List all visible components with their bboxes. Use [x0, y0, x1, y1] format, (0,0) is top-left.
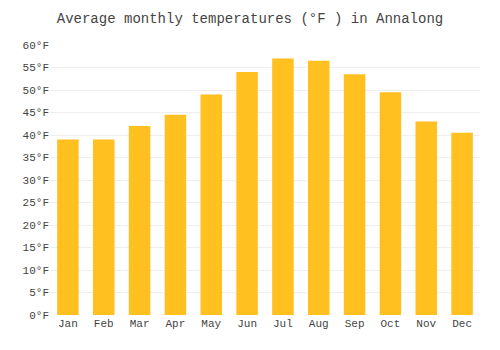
svg-text:Average monthly temperatures (: Average monthly temperatures (°F ) in An… — [57, 11, 443, 27]
svg-text:Jan: Jan — [58, 318, 78, 330]
svg-text:20°F: 20°F — [23, 220, 49, 232]
svg-text:Jul: Jul — [273, 318, 293, 330]
svg-text:50°F: 50°F — [23, 85, 49, 97]
svg-text:35°F: 35°F — [23, 152, 49, 164]
svg-text:10°F: 10°F — [23, 265, 49, 277]
svg-text:5°F: 5°F — [29, 287, 49, 299]
svg-text:30°F: 30°F — [23, 175, 49, 187]
svg-text:Sep: Sep — [345, 318, 365, 330]
svg-text:Mar: Mar — [130, 318, 150, 330]
svg-text:Oct: Oct — [381, 318, 401, 330]
svg-text:Dec: Dec — [452, 318, 472, 330]
svg-text:Jun: Jun — [237, 318, 257, 330]
svg-text:60°F: 60°F — [23, 40, 49, 52]
svg-text:Feb: Feb — [94, 318, 114, 330]
svg-text:40°F: 40°F — [23, 130, 49, 142]
svg-text:25°F: 25°F — [23, 197, 49, 209]
svg-text:Aug: Aug — [309, 318, 329, 330]
svg-text:May: May — [201, 318, 221, 330]
svg-text:15°F: 15°F — [23, 242, 49, 254]
svg-text:55°F: 55°F — [23, 62, 49, 74]
svg-text:45°F: 45°F — [23, 107, 49, 119]
svg-text:Nov: Nov — [416, 318, 436, 330]
svg-text:0°F: 0°F — [29, 310, 49, 322]
svg-text:Apr: Apr — [166, 318, 186, 330]
